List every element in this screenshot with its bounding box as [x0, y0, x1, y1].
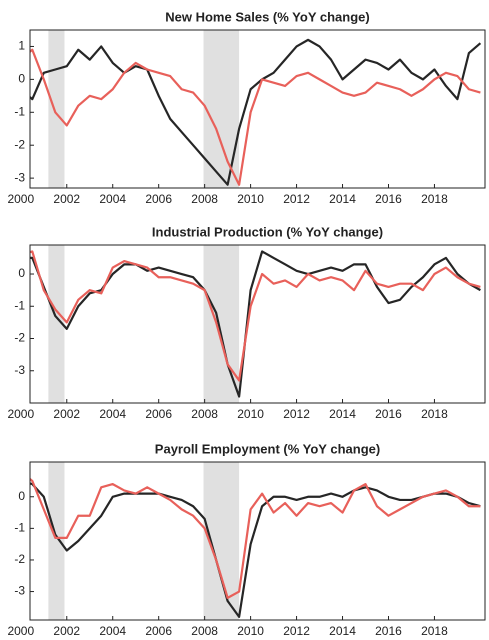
chart-title: Payroll Employment (% YoY change)	[155, 441, 380, 456]
series-line	[30, 250, 481, 398]
y-tick-label: -1	[14, 521, 25, 535]
x-tick-label: 2002	[53, 192, 80, 206]
y-tick-label: -3	[14, 363, 25, 377]
y-tick-label: 0	[18, 72, 25, 86]
x-tick-label: 2006	[145, 407, 172, 421]
x-tick-label: 2000	[7, 192, 34, 206]
x-tick-label: 2014	[329, 192, 356, 206]
chart-title: Industrial Production (% YoY change)	[152, 224, 383, 239]
y-tick-label: 0	[18, 266, 25, 280]
y-tick-label: -3	[14, 170, 25, 184]
plot-frame	[29, 461, 486, 621]
x-tick-label: 2012	[283, 624, 310, 638]
panel: Industrial Production (% YoY change) -3 -2…	[7, 224, 486, 421]
y-tick-label: -2	[14, 552, 25, 566]
x-tick-label: 2018	[421, 192, 448, 206]
x-tick-label: 2016	[375, 407, 402, 421]
series-line	[30, 38, 482, 186]
series-line	[30, 250, 481, 382]
x-tick-label: 2006	[145, 192, 172, 206]
x-tick-label: 2016	[375, 624, 402, 638]
x-tick-label: 2004	[99, 407, 126, 421]
y-tick-label: -2	[14, 331, 25, 345]
y-tick-label: -2	[14, 137, 25, 151]
x-tick-label: 2006	[145, 624, 172, 638]
x-tick-label: 2000	[7, 407, 34, 421]
x-tick-label: 2002	[53, 624, 80, 638]
x-tick-label: 2008	[191, 624, 218, 638]
x-tick-label: 2008	[191, 192, 218, 206]
x-tick-label: 2018	[421, 624, 448, 638]
panel: Payroll Employment (% YoY change) -3 -2 -1 0…	[7, 441, 486, 638]
panel: New Home Sales (% YoY change) -3 -2 -1 0 1 200…	[7, 9, 486, 206]
y-tick-label: -1	[14, 104, 25, 118]
x-tick-label: 2010	[237, 192, 264, 206]
x-tick-label: 2014	[329, 624, 356, 638]
x-tick-label: 2012	[283, 192, 310, 206]
x-tick-label: 2010	[237, 407, 264, 421]
recession-shade	[48, 30, 65, 188]
x-tick-label: 2004	[99, 624, 126, 638]
chart-title: New Home Sales (% YoY change)	[165, 9, 369, 24]
x-tick-label: 2018	[421, 407, 448, 421]
y-tick-label: -1	[14, 298, 25, 312]
x-tick-label: 2010	[237, 624, 264, 638]
y-tick-label: 1	[18, 39, 25, 53]
series-line	[30, 48, 481, 186]
recession-shade	[48, 245, 65, 403]
x-tick-label: 2012	[283, 407, 310, 421]
series-line	[30, 482, 481, 618]
series-line	[30, 477, 481, 599]
x-tick-label: 2000	[7, 624, 34, 638]
y-tick-label: -3	[14, 584, 25, 598]
x-tick-label: 2014	[329, 407, 356, 421]
recession-shade	[48, 462, 65, 620]
x-tick-label: 2008	[191, 407, 218, 421]
x-tick-label: 2002	[53, 407, 80, 421]
y-tick-label: 0	[18, 489, 25, 503]
plot-frame	[29, 29, 486, 189]
plot-frame	[29, 244, 486, 404]
x-tick-label: 2004	[99, 192, 126, 206]
x-tick-label: 2016	[375, 192, 402, 206]
